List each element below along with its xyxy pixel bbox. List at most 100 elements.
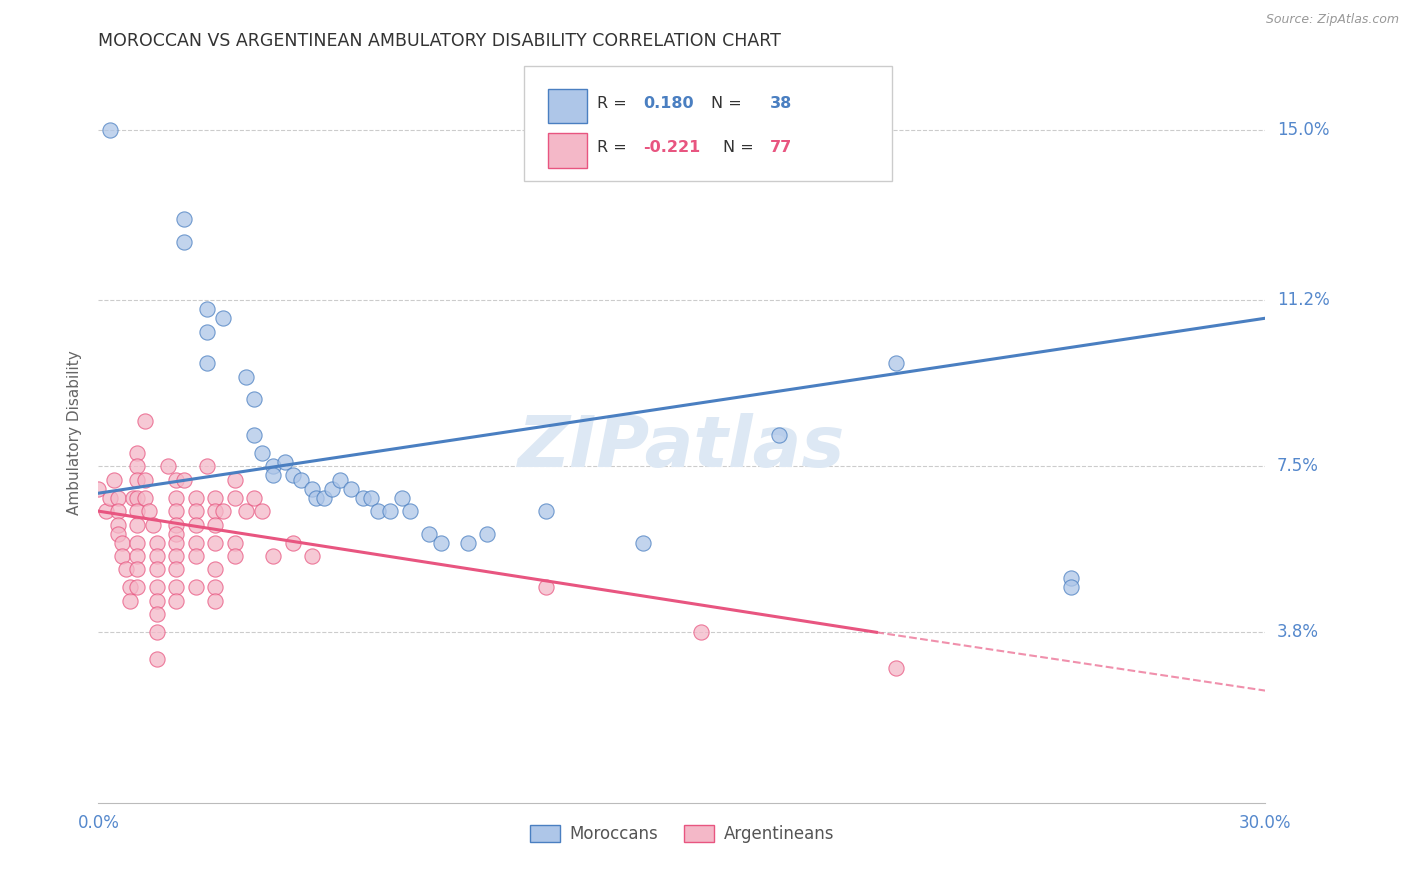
Point [127, 581, 149, 595]
Point [127, 459, 149, 474]
Point [312, 491, 335, 505]
Point [1060, 581, 1083, 595]
Point [204, 562, 226, 576]
Text: R =: R = [596, 140, 631, 155]
Point [165, 491, 187, 505]
Point [768, 428, 790, 442]
FancyBboxPatch shape [548, 88, 588, 123]
Point [127, 504, 149, 518]
Point [127, 562, 149, 576]
Point [250, 446, 273, 460]
Point [224, 491, 246, 505]
Point [127, 535, 149, 549]
Point [146, 652, 169, 666]
Point [165, 549, 187, 563]
Point [281, 535, 304, 549]
Point [243, 491, 266, 505]
FancyBboxPatch shape [524, 66, 891, 181]
Point [146, 535, 169, 549]
FancyBboxPatch shape [548, 133, 588, 168]
Point [212, 311, 235, 326]
Point [127, 446, 149, 460]
Point [146, 562, 169, 576]
Point [165, 526, 187, 541]
Point [329, 473, 352, 487]
Point [274, 455, 297, 469]
Point [212, 504, 235, 518]
Text: N =: N = [711, 95, 747, 111]
Point [321, 482, 343, 496]
Point [631, 535, 654, 549]
Point [184, 549, 207, 563]
Point [195, 325, 218, 339]
Point [360, 491, 382, 505]
Point [534, 504, 557, 518]
Text: 11.2%: 11.2% [1277, 292, 1330, 310]
Point [418, 526, 440, 541]
Point [111, 535, 134, 549]
Legend: Moroccans, Argentineans: Moroccans, Argentineans [523, 819, 841, 850]
Point [884, 356, 907, 370]
Point [165, 535, 187, 549]
Point [165, 594, 187, 608]
Text: 0.180: 0.180 [644, 95, 695, 111]
Text: 3.8%: 3.8% [1277, 624, 1319, 641]
Point [118, 594, 141, 608]
Point [250, 504, 273, 518]
Point [301, 549, 323, 563]
Point [243, 392, 266, 406]
Point [134, 491, 156, 505]
Text: 38: 38 [769, 95, 792, 111]
Point [281, 468, 304, 483]
Point [146, 549, 169, 563]
Text: 77: 77 [769, 140, 792, 155]
Point [146, 607, 169, 622]
Point [204, 581, 226, 595]
Point [165, 473, 187, 487]
Y-axis label: Ambulatory Disability: Ambulatory Disability [67, 351, 83, 515]
Text: R =: R = [596, 95, 631, 111]
Point [262, 468, 284, 483]
Point [352, 491, 374, 505]
Point [111, 549, 134, 563]
Point [173, 212, 195, 227]
Text: ZIPatlas: ZIPatlas [519, 413, 845, 482]
Point [391, 491, 413, 505]
Point [224, 473, 246, 487]
Point [204, 517, 226, 532]
Text: 15.0%: 15.0% [1277, 120, 1330, 139]
Point [138, 504, 160, 518]
Point [98, 122, 121, 136]
Point [367, 504, 389, 518]
Point [195, 459, 218, 474]
Point [290, 473, 312, 487]
Point [340, 482, 363, 496]
Point [173, 473, 195, 487]
Point [204, 504, 226, 518]
Point [107, 517, 129, 532]
Point [98, 491, 121, 505]
Point [134, 414, 156, 428]
Point [146, 625, 169, 640]
Point [146, 581, 169, 595]
Point [122, 491, 145, 505]
Point [477, 526, 499, 541]
Point [165, 562, 187, 576]
Point [195, 356, 218, 370]
Point [107, 504, 129, 518]
Point [127, 517, 149, 532]
Point [127, 549, 149, 563]
Point [884, 661, 907, 675]
Text: -0.221: -0.221 [644, 140, 700, 155]
Point [195, 302, 218, 317]
Point [127, 491, 149, 505]
Point [146, 594, 169, 608]
Point [118, 581, 141, 595]
Point [235, 504, 257, 518]
Text: N =: N = [723, 140, 759, 155]
Point [243, 428, 266, 442]
Point [262, 549, 284, 563]
Point [184, 535, 207, 549]
Point [114, 562, 136, 576]
Point [107, 491, 129, 505]
